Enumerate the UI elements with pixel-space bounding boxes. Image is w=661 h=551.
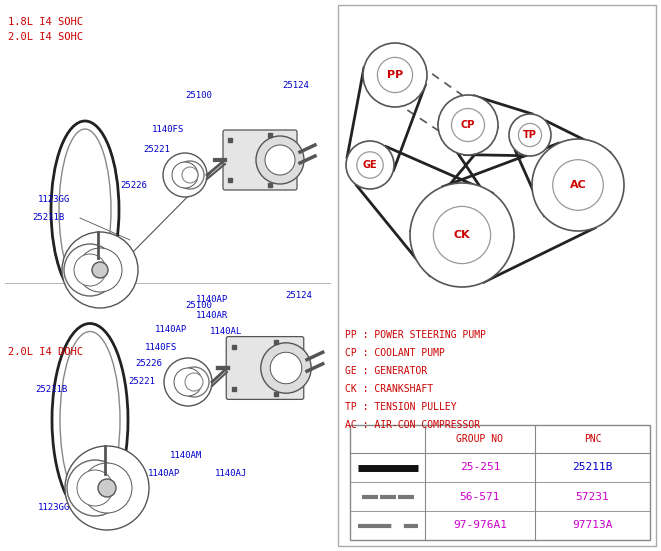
Circle shape — [64, 244, 116, 296]
Circle shape — [172, 162, 198, 188]
Bar — [338, 5, 656, 546]
Text: 1140AP: 1140AP — [155, 326, 187, 334]
Circle shape — [451, 109, 485, 142]
Text: AC: AC — [570, 180, 586, 190]
Circle shape — [65, 446, 149, 530]
Text: 1140FS: 1140FS — [152, 126, 184, 134]
Text: GE : GENERATOR: GE : GENERATOR — [345, 366, 427, 376]
Text: 97713A: 97713A — [572, 521, 613, 531]
Text: 25221: 25221 — [143, 145, 170, 154]
Circle shape — [77, 470, 113, 506]
Circle shape — [74, 254, 106, 286]
Circle shape — [438, 95, 498, 155]
Text: 1140AM: 1140AM — [170, 451, 202, 460]
Circle shape — [265, 145, 295, 175]
Text: 57231: 57231 — [576, 491, 609, 501]
Circle shape — [67, 460, 123, 516]
Text: 1140AR: 1140AR — [196, 311, 228, 320]
Text: 1140FS: 1140FS — [145, 343, 177, 352]
Text: 1140AP: 1140AP — [196, 295, 228, 305]
Circle shape — [179, 367, 209, 397]
Bar — [350, 425, 650, 540]
Circle shape — [434, 207, 490, 263]
Circle shape — [176, 161, 204, 189]
Text: 25124: 25124 — [285, 290, 312, 300]
Text: 1123GG: 1123GG — [38, 196, 70, 204]
Text: 25100: 25100 — [185, 300, 212, 310]
Circle shape — [174, 368, 202, 396]
Text: 97-976A1: 97-976A1 — [453, 521, 507, 531]
Text: PP : POWER STEERING PUMP: PP : POWER STEERING PUMP — [345, 330, 486, 340]
Circle shape — [346, 141, 394, 189]
Text: GROUP NO: GROUP NO — [457, 434, 504, 444]
Text: 2.0L I4 DOHC: 2.0L I4 DOHC — [8, 347, 83, 357]
Circle shape — [377, 57, 412, 93]
Circle shape — [410, 183, 514, 287]
Text: 25211B: 25211B — [35, 386, 67, 395]
Text: 25226: 25226 — [135, 359, 162, 369]
Circle shape — [261, 343, 311, 393]
Circle shape — [256, 136, 304, 184]
FancyBboxPatch shape — [223, 130, 297, 190]
Circle shape — [78, 248, 122, 292]
Text: 25226: 25226 — [120, 181, 147, 190]
Text: 1140AL: 1140AL — [210, 327, 242, 337]
Text: 25100: 25100 — [185, 90, 212, 100]
Text: 56-571: 56-571 — [460, 491, 500, 501]
Circle shape — [363, 43, 427, 107]
Circle shape — [270, 352, 302, 383]
Circle shape — [92, 262, 108, 278]
Circle shape — [98, 479, 116, 497]
Circle shape — [163, 153, 207, 197]
Circle shape — [518, 123, 541, 147]
Text: 25221: 25221 — [128, 377, 155, 386]
Text: 25211B: 25211B — [572, 462, 613, 473]
FancyBboxPatch shape — [226, 337, 304, 399]
Text: 1140AP: 1140AP — [148, 468, 180, 478]
Text: 1.8L I4 SOHC: 1.8L I4 SOHC — [8, 17, 83, 27]
Circle shape — [553, 160, 603, 210]
Text: GE: GE — [363, 160, 377, 170]
Text: PP: PP — [387, 70, 403, 80]
Text: TP: TP — [523, 130, 537, 140]
Circle shape — [62, 232, 138, 308]
Text: 25-251: 25-251 — [460, 462, 500, 473]
Text: CK : CRANKSHAFT: CK : CRANKSHAFT — [345, 384, 433, 394]
Circle shape — [357, 152, 383, 178]
Text: 2.0L I4 SOHC: 2.0L I4 SOHC — [8, 32, 83, 42]
Text: CK: CK — [453, 230, 471, 240]
Circle shape — [182, 167, 198, 183]
Circle shape — [532, 139, 624, 231]
Circle shape — [509, 114, 551, 156]
Text: CP : COOLANT PUMP: CP : COOLANT PUMP — [345, 348, 445, 358]
Text: TP : TENSION PULLEY: TP : TENSION PULLEY — [345, 402, 457, 412]
Circle shape — [185, 373, 203, 391]
Text: AC : AIR-CON COMPRESSOR: AC : AIR-CON COMPRESSOR — [345, 420, 480, 430]
Text: 25124: 25124 — [282, 80, 309, 89]
Circle shape — [164, 358, 212, 406]
Text: 1123GG: 1123GG — [38, 504, 70, 512]
Text: PNC: PNC — [584, 434, 602, 444]
Text: 1140AJ: 1140AJ — [215, 468, 247, 478]
Text: 25211B: 25211B — [32, 213, 64, 223]
Text: CP: CP — [461, 120, 475, 130]
Circle shape — [82, 463, 132, 513]
